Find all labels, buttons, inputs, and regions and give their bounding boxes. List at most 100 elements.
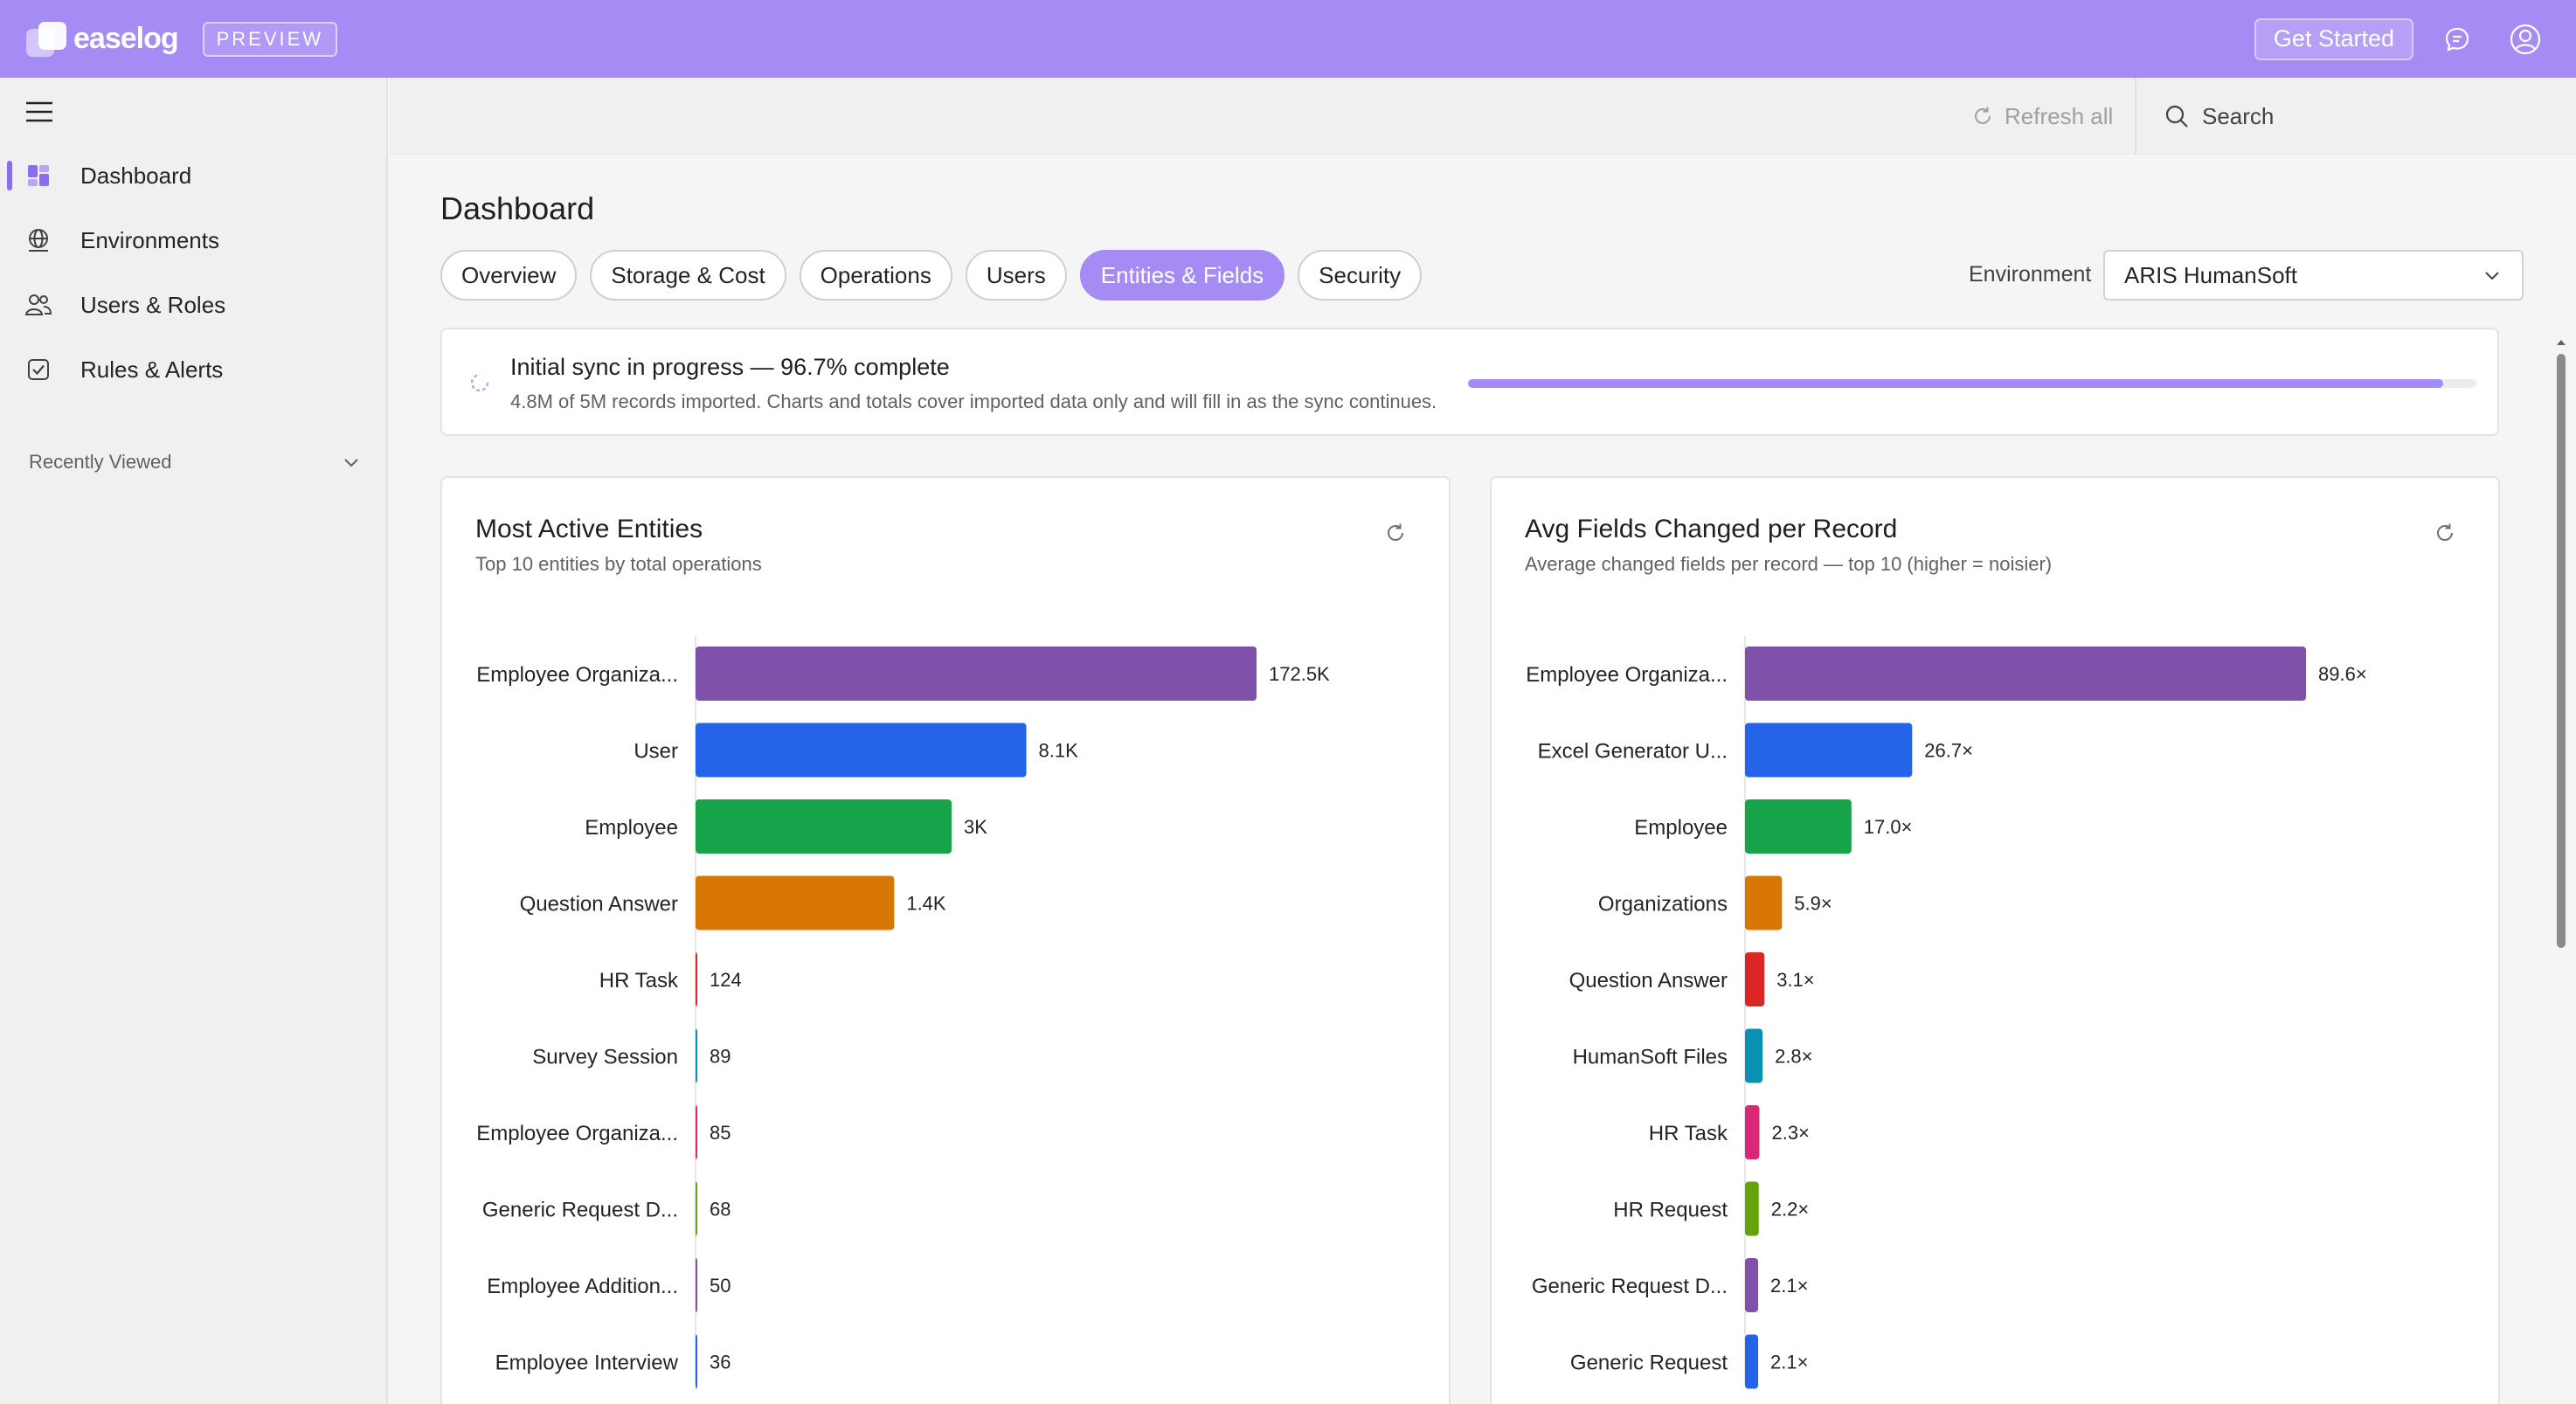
- environment-select[interactable]: ARIS HumanSoft: [2103, 250, 2524, 301]
- get-started-button[interactable]: Get Started: [2254, 17, 2413, 60]
- bar[interactable]: [1745, 1334, 1759, 1389]
- chevron-down-icon: [344, 459, 358, 467]
- bar-category-label: Survey Session: [532, 1046, 678, 1069]
- tab-operations[interactable]: Operations: [799, 250, 952, 301]
- bar[interactable]: [1745, 952, 1765, 1006]
- refresh-icon: [1975, 107, 1991, 124]
- bar[interactable]: [696, 1258, 697, 1312]
- search-box[interactable]: Search: [2164, 78, 2274, 155]
- tab-list: Overview Storage & Cost Operations Users…: [440, 250, 1435, 301]
- bar[interactable]: [696, 1105, 697, 1159]
- sync-status-card: Initial sync in progress — 96.7% complet…: [440, 328, 2499, 436]
- bar-category-label: HumanSoft Files: [1573, 1046, 1728, 1069]
- bar[interactable]: [1745, 723, 1913, 778]
- bar[interactable]: [1745, 1258, 1759, 1312]
- sidebar-item-environments[interactable]: Environments: [0, 214, 388, 266]
- sync-title: Initial sync in progress — 96.7% complet…: [510, 354, 950, 380]
- bar-category-label: Question Answer: [520, 893, 678, 916]
- scroll-thumb[interactable]: [2557, 354, 2566, 948]
- bar-category-label: Employee Organiza...: [1526, 663, 1728, 687]
- bar-value-label: 3.1×: [1776, 969, 1814, 991]
- bar[interactable]: [1745, 647, 2306, 701]
- logo[interactable]: easelog: [26, 20, 179, 59]
- refresh-all-button[interactable]: Refresh all: [1971, 78, 2113, 155]
- chat-icon[interactable]: [2440, 22, 2475, 57]
- bar-value-label: 2.1×: [1770, 1275, 1808, 1297]
- bar-value-label: 2.3×: [1771, 1122, 1809, 1144]
- bar-category-label: User: [634, 740, 678, 764]
- globe-icon: [24, 226, 52, 254]
- search-icon: [2165, 105, 2188, 128]
- scroll-up-icon[interactable]: [2553, 335, 2569, 349]
- sync-subtitle: 4.8M of 5M records imported. Charts and …: [510, 391, 1437, 412]
- page-title: Dashboard: [440, 190, 595, 226]
- bar[interactable]: [1745, 1028, 1763, 1083]
- bar[interactable]: [696, 875, 895, 930]
- tab-storage-cost[interactable]: Storage & Cost: [590, 250, 786, 301]
- bar-category-label: Employee: [585, 816, 678, 840]
- bar[interactable]: [1745, 799, 1852, 854]
- chevron-down-icon: [2485, 272, 2499, 280]
- sidebar-item-dashboard[interactable]: Dashboard: [0, 149, 388, 202]
- bar-value-label: 36: [710, 1352, 731, 1373]
- sidebar-item-users-roles[interactable]: Users & Roles: [0, 279, 388, 331]
- avg-fields-changed-chart: Employee Organiza... 89.6× Excel Generator…: [1526, 636, 2367, 1389]
- bar-value-label: 2.1×: [1770, 1352, 1808, 1373]
- avg-fields-changed-card: Avg Fields Changed per Record Average ch…: [1490, 476, 2500, 1404]
- recently-viewed-label: Recently Viewed: [29, 451, 172, 473]
- bar[interactable]: [696, 1028, 697, 1083]
- bar-value-label: 26.7×: [1924, 740, 1973, 762]
- bar[interactable]: [696, 1181, 697, 1236]
- bar-category-label: Excel Generator U...: [1538, 740, 1728, 764]
- bar-category-label: HR Task: [599, 969, 679, 992]
- bar[interactable]: [1745, 1105, 1760, 1159]
- scrollbar[interactable]: [2553, 332, 2569, 1404]
- spinner-icon: [470, 373, 489, 392]
- search-input[interactable]: Search: [2202, 102, 2275, 129]
- tab-users[interactable]: Users: [965, 250, 1067, 301]
- logo-icon: [26, 20, 68, 59]
- bar-category-label: Generic Request D...: [482, 1199, 678, 1222]
- bar-category-label: Question Answer: [1569, 969, 1728, 992]
- checkbox-icon: [24, 356, 52, 384]
- most-active-entities-chart: Employee Organiza... 172.5K User 8.1K Employ…: [476, 636, 1330, 1389]
- bar[interactable]: [696, 723, 1027, 778]
- bar-value-label: 8.1K: [1039, 740, 1079, 762]
- refresh-icon[interactable]: [1384, 522, 1407, 544]
- tab-overview[interactable]: Overview: [440, 250, 578, 301]
- logo-text: easelog: [73, 22, 179, 55]
- bar[interactable]: [1745, 1181, 1759, 1236]
- bar-value-label: 89.6×: [2318, 663, 2367, 685]
- recently-viewed-toggle[interactable]: Recently Viewed: [29, 445, 361, 480]
- tab-entities-fields[interactable]: Entities & Fields: [1079, 250, 1285, 301]
- card-subtitle: Top 10 entities by total operations: [475, 553, 762, 575]
- hamburger-menu-icon[interactable]: [24, 99, 54, 125]
- most-active-entities-card: Most Active Entities Top 10 entities by …: [440, 476, 1451, 1404]
- card-title: Avg Fields Changed per Record: [1525, 515, 1898, 543]
- sidebar-item-label: Dashboard: [80, 162, 192, 189]
- bar[interactable]: [696, 799, 952, 854]
- sync-progress-fill: [1468, 379, 2443, 388]
- bar[interactable]: [696, 1334, 697, 1389]
- sidebar-item-label: Environments: [80, 226, 219, 253]
- bar-category-label: Employee: [1634, 816, 1728, 840]
- refresh-icon[interactable]: [2434, 522, 2456, 544]
- bar-category-label: Employee Organiza...: [476, 1122, 678, 1145]
- tab-security[interactable]: Security: [1298, 250, 1423, 301]
- account-icon[interactable]: [2508, 22, 2543, 57]
- bar-value-label: 85: [710, 1122, 731, 1144]
- bar[interactable]: [1745, 875, 1783, 930]
- bar-category-label: Employee Interview: [495, 1352, 679, 1375]
- bar[interactable]: [696, 952, 697, 1006]
- bar-value-label: 124: [710, 969, 742, 991]
- environment-value: ARIS HumanSoft: [2124, 261, 2297, 288]
- preview-badge: PREVIEW: [202, 21, 338, 57]
- active-indicator: [7, 161, 12, 190]
- bar-value-label: 2.8×: [1775, 1046, 1812, 1068]
- sync-progress-bar: [1468, 379, 2476, 388]
- bar[interactable]: [696, 647, 1257, 701]
- environment-label: Environment: [1969, 262, 2092, 287]
- sidebar-item-label: Users & Roles: [80, 291, 226, 318]
- sidebar-item-rules-alerts[interactable]: Rules & Alerts: [0, 343, 388, 396]
- divider: [2135, 78, 2136, 155]
